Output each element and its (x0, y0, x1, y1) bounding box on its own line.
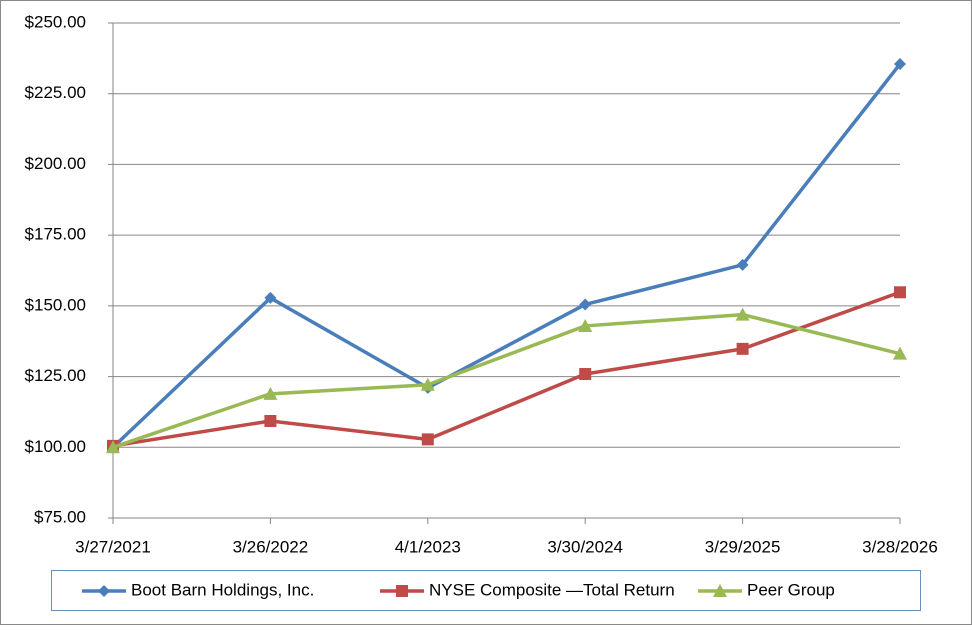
x-tick-label: 3/29/2025 (705, 537, 781, 556)
y-tick-label: $250.00 (25, 12, 86, 31)
y-tick-label: $100.00 (25, 437, 86, 456)
y-tick-label: $75.00 (34, 507, 86, 526)
x-tick-label: 3/27/2021 (75, 537, 151, 556)
marker-triangle (713, 584, 727, 597)
y-tick-label: $200.00 (25, 154, 86, 173)
marker-diamond (736, 258, 749, 271)
legend-label: Boot Barn Holdings, Inc. (131, 580, 314, 599)
marker-triangle (106, 440, 120, 454)
marker-square (264, 414, 277, 427)
marker-triangle (735, 307, 750, 321)
marker-square (579, 368, 592, 381)
y-tick-label: $150.00 (25, 295, 86, 314)
legend-box (51, 570, 921, 611)
series-line (112, 312, 901, 449)
marker-diamond (894, 58, 906, 71)
marker-triangle (263, 386, 278, 400)
marker-square (736, 342, 749, 355)
marker-square (421, 433, 434, 446)
marker-diamond (579, 298, 592, 311)
series-line (111, 62, 902, 449)
marker-triangle (578, 318, 593, 332)
series-line (112, 290, 901, 448)
marker-triangle (893, 346, 907, 360)
y-tick-label: $175.00 (25, 225, 86, 244)
marker-square (396, 585, 408, 597)
marker-triangle (420, 377, 435, 391)
legend-label: Peer Group (747, 580, 835, 599)
x-tick-label: 3/26/2022 (233, 537, 309, 556)
y-tick-label: $125.00 (25, 366, 86, 385)
x-tick-label: 4/1/2023 (395, 537, 461, 556)
marker-square (894, 286, 906, 299)
marker-diamond (98, 585, 110, 597)
x-tick-label: 3/28/2026 (862, 537, 938, 556)
x-tick-label: 3/30/2024 (547, 537, 623, 556)
y-tick-label: $225.00 (25, 83, 86, 102)
legend-label: NYSE Composite —Total Return (429, 580, 675, 599)
marker-diamond (264, 291, 277, 304)
